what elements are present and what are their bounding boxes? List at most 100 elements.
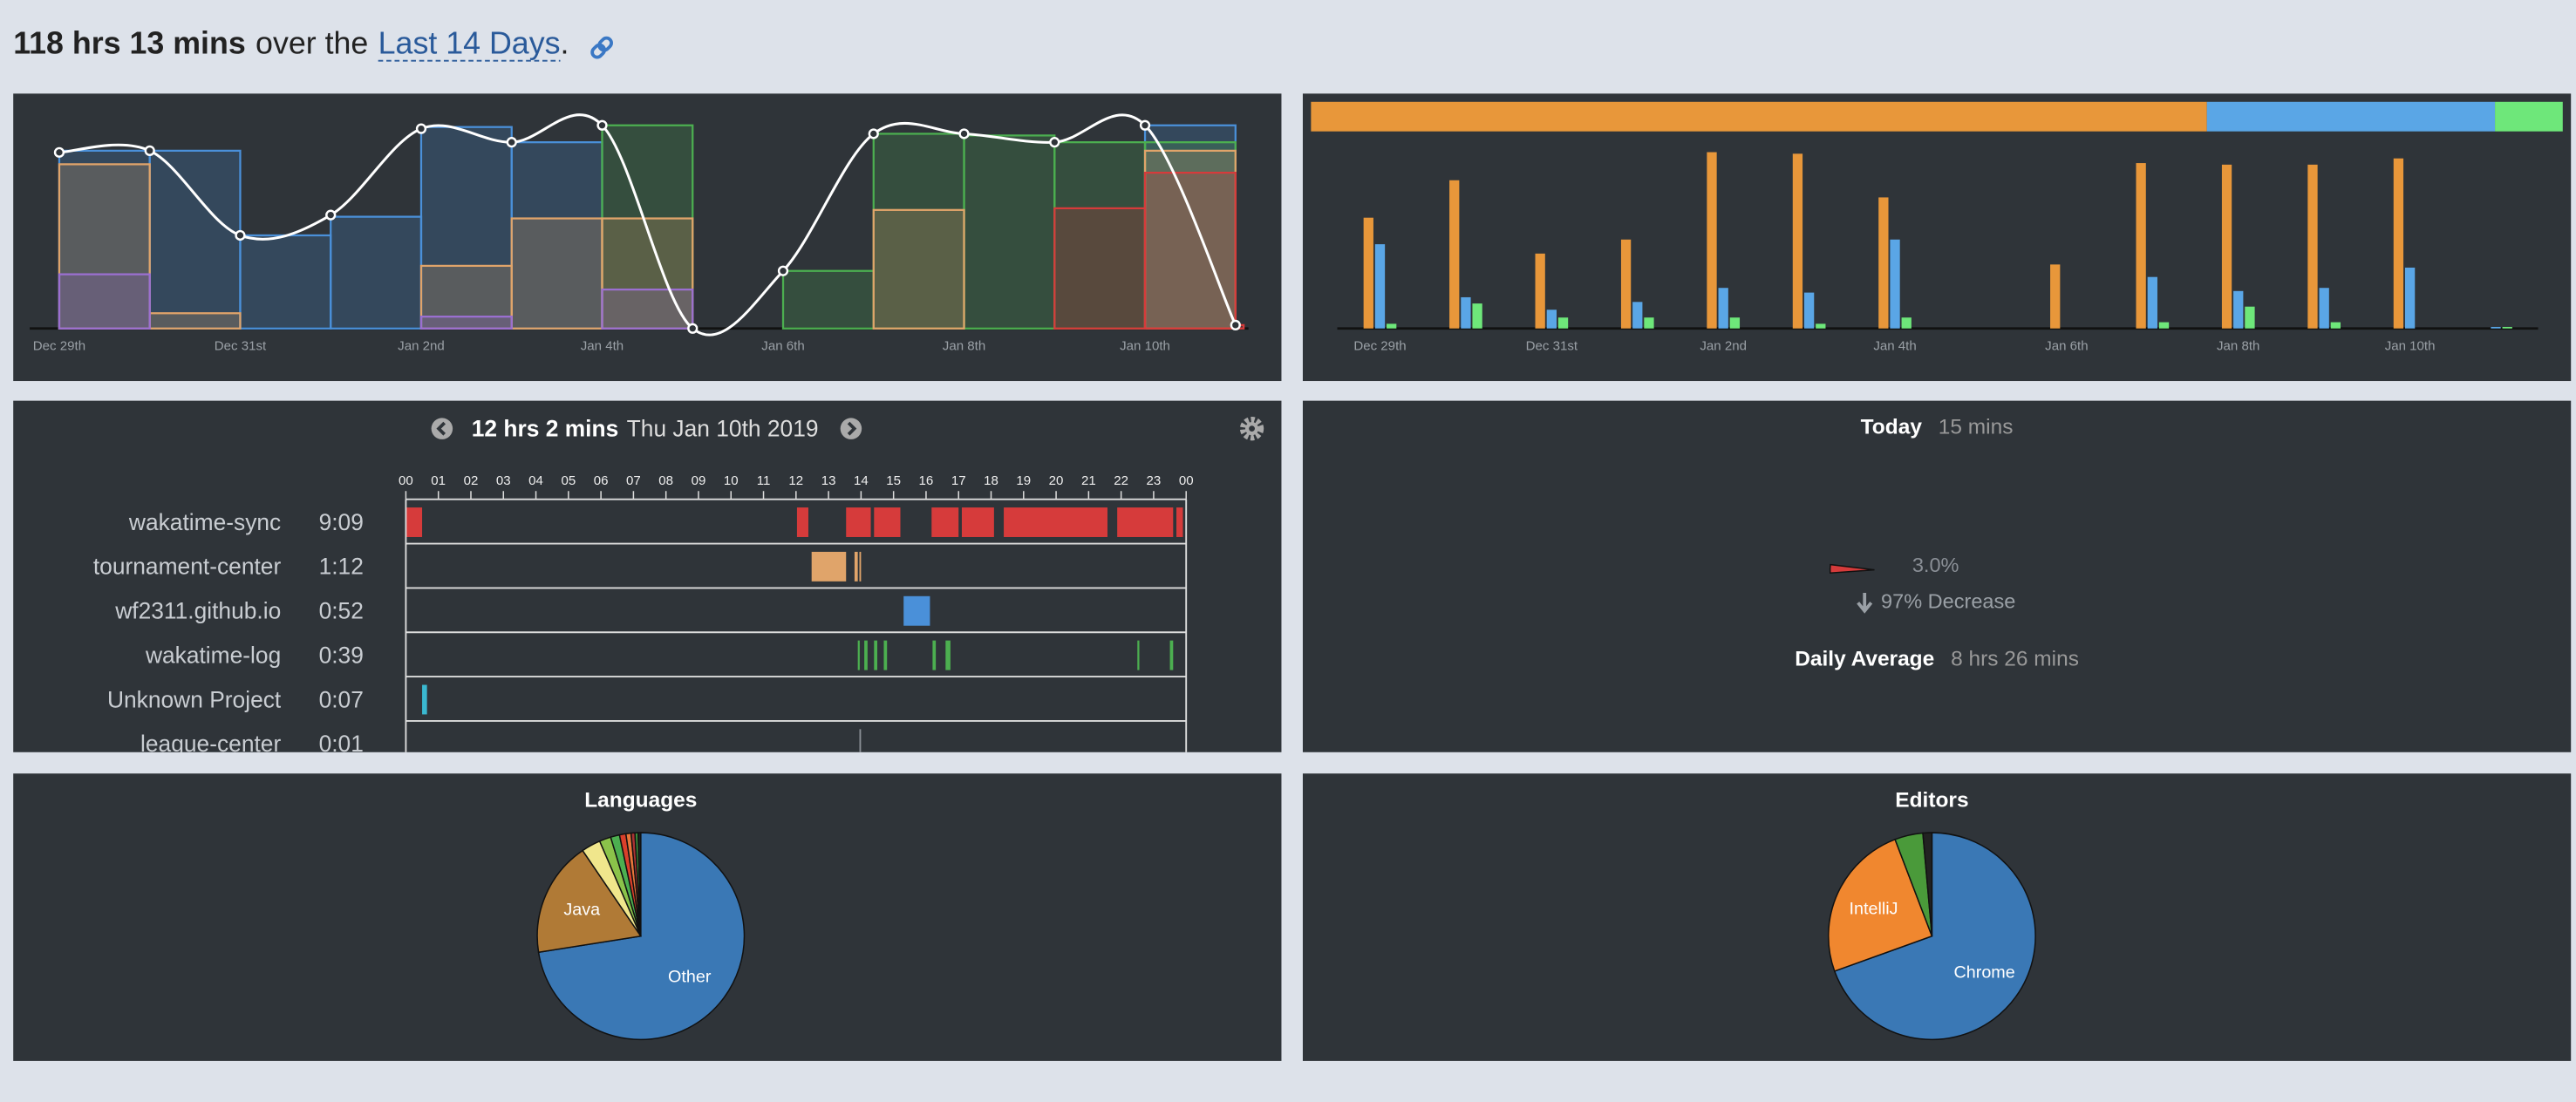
panel-today <box>1302 400 2572 752</box>
bar <box>2393 158 2404 329</box>
share-segment <box>2206 101 2496 132</box>
bar <box>1461 296 1471 329</box>
bar <box>1878 197 1889 329</box>
hour-label: 20 <box>1049 473 1064 488</box>
hour-label: 21 <box>1081 473 1096 488</box>
pie-slice <box>1833 832 2036 1041</box>
bar <box>2330 322 2341 329</box>
bar <box>1707 152 1717 329</box>
total-point <box>325 209 337 221</box>
slice-label: Other <box>668 968 712 987</box>
total-point <box>1139 119 1151 131</box>
permalink-icon[interactable] <box>590 36 614 59</box>
x-tick-label: Jan 2nd <box>398 338 445 353</box>
activity-segment <box>945 640 951 670</box>
project-duration: 9:09 <box>319 509 364 535</box>
hour-label: 00 <box>399 473 413 488</box>
decrease-arrow <box>1857 593 1873 614</box>
hour-label: 19 <box>1016 473 1031 488</box>
today-summary: Today 15 mins 3.0% 97% Decrease Daily Ave… <box>1795 416 2079 671</box>
today-line: Today 15 mins <box>1861 416 2014 439</box>
bar <box>2404 267 2416 329</box>
step-bar <box>510 141 603 330</box>
activity-segment <box>931 507 959 537</box>
hour-label: 16 <box>919 473 934 488</box>
bar <box>1890 239 1900 329</box>
bar <box>1803 292 1815 329</box>
total-point <box>506 137 517 148</box>
total-point <box>1230 319 1241 330</box>
bar <box>1816 323 1826 329</box>
total-point <box>868 128 879 139</box>
bar <box>1363 217 1373 329</box>
total-point <box>687 323 699 334</box>
next-day[interactable] <box>840 418 862 439</box>
bar <box>1718 288 1728 329</box>
activity-segment <box>961 507 994 537</box>
activity-segment <box>1117 507 1174 537</box>
languages-chart: Languages Other Java <box>536 789 746 1041</box>
hour-label: 01 <box>431 473 446 488</box>
activity-segment <box>811 551 847 582</box>
bar <box>2147 276 2157 329</box>
bar <box>1374 244 1386 329</box>
hour-label: 14 <box>854 473 869 488</box>
total-time: 118 hrs 13 mins <box>13 26 246 61</box>
pie-slice <box>536 849 643 954</box>
hour-label: 12 <box>788 473 803 488</box>
hour-label: 07 <box>626 473 641 488</box>
bar <box>2221 164 2232 329</box>
project-name: league-center <box>140 731 281 757</box>
average-label: Daily Average <box>1795 648 1934 671</box>
hour-label: 00 <box>1179 473 1194 488</box>
settings[interactable] <box>1239 417 1264 441</box>
bar <box>1620 239 1632 329</box>
project-name: wf2311.github.io <box>114 598 281 624</box>
project-duration: 0:07 <box>319 686 364 712</box>
step-bar <box>148 149 242 330</box>
step-bar <box>148 312 242 330</box>
activity-segment <box>932 640 937 670</box>
step-bar <box>510 217 603 330</box>
project-name: tournament-center <box>93 554 282 580</box>
activity-segment <box>1169 640 1174 670</box>
hour-label: 11 <box>757 473 771 488</box>
hour-label: 05 <box>561 473 576 488</box>
bar <box>1387 323 1397 329</box>
bar <box>1535 253 1545 329</box>
total-point <box>958 128 970 139</box>
step-bar <box>1053 141 1147 330</box>
step-bar <box>58 163 151 330</box>
editors-chart: Editors Chrome IntelliJ <box>1828 789 2036 1041</box>
prev-day[interactable] <box>431 418 453 439</box>
hour-label: 13 <box>821 473 836 488</box>
x-tick-label: Jan 8th <box>2217 338 2259 353</box>
pie-slice <box>1922 832 1933 936</box>
activity-segment <box>857 640 860 670</box>
x-tick-label: Jan 2nd <box>1700 338 1747 353</box>
hour-label: 22 <box>1114 473 1128 488</box>
x-tick-label: Jan 4th <box>1873 338 1916 353</box>
x-tick-label: Dec 29th <box>33 338 85 353</box>
bar <box>1901 317 1912 329</box>
activity-segment <box>859 551 862 582</box>
activity-segment <box>846 507 871 537</box>
project-name: wakatime-sync <box>128 509 281 535</box>
pie-title: Languages <box>584 789 697 813</box>
header-end: . <box>560 26 569 61</box>
activity-segment <box>864 640 868 670</box>
hour-label: 04 <box>528 473 543 488</box>
total-point <box>235 229 246 241</box>
activity-segment <box>854 551 858 582</box>
step-bar <box>1143 124 1237 330</box>
x-tick-label: Jan 8th <box>943 338 985 353</box>
timeline-title: 12 hrs 2 mins Thu Jan 10th 2019 <box>472 416 819 442</box>
bar <box>1644 317 1654 329</box>
range-link[interactable]: Last 14 Days <box>378 26 561 61</box>
step-bar <box>601 217 694 330</box>
activity-segment <box>883 640 888 670</box>
bar <box>2319 288 2329 329</box>
activity-segment <box>903 595 930 626</box>
